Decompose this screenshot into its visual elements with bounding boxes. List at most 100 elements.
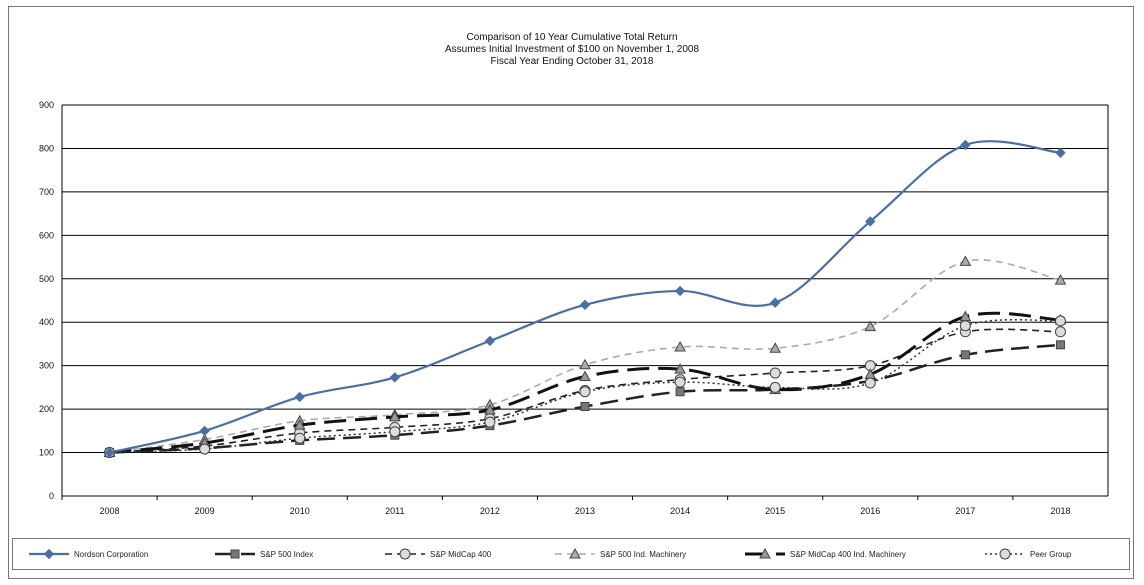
series-1 [105,340,1065,458]
data-point [484,416,496,428]
legend-label: S&P MidCap 400 Ind. Machinery [790,549,906,559]
data-point [959,320,971,332]
data-point [769,297,781,308]
series-line [109,140,1061,454]
legend-swatch [745,548,785,559]
data-point [199,425,210,437]
data-point [104,447,115,458]
data-point [1055,147,1066,158]
data-point [864,320,877,332]
x-tick-label: 2011 [385,506,404,516]
legend-swatch [29,548,69,560]
series-line [109,311,1061,455]
data-point [674,340,686,352]
legend-swatch [215,549,255,559]
series-4 [103,310,1067,458]
legend-item: S&P 500 Ind. Machinery [553,539,686,569]
x-tick-label: 2014 [670,506,690,516]
y-tick-label: 700 [39,187,54,197]
data-point [580,402,590,412]
data-point [769,367,781,379]
data-point [674,363,686,374]
y-tick-label: 500 [39,274,54,284]
data-point [579,386,591,398]
series-3 [103,255,1067,458]
data-point [960,139,971,151]
legend-item: Nordson Corporation [27,539,148,569]
data-point [389,372,401,383]
line-chart: 0 100 200 300 400 500 600 700 800 900 2008 2009 2010… [39,100,1109,516]
x-tick-label: 2018 [1050,506,1070,516]
data-point [674,376,686,388]
data-point [484,403,496,415]
legend-swatch-marker [230,549,240,559]
legend-swatch [985,548,1025,560]
series-5 [104,315,1066,459]
y-tick-label: 200 [39,404,54,414]
data-point [579,299,591,311]
data-point [675,387,685,397]
data-point [389,426,401,438]
legend-swatch-marker [569,548,581,559]
x-tick-label: 2015 [765,506,785,516]
x-tick-label: 2012 [480,506,500,516]
legend-swatch-marker [759,548,771,559]
data-point [959,255,972,266]
legend-item: Peer Group [983,539,1071,569]
legend-label: S&P 500 Index [260,549,314,559]
chart-frame [8,6,1134,579]
data-point [484,335,496,347]
series-lines [103,139,1067,459]
data-point [579,358,591,370]
legend-swatch-marker [399,548,411,560]
data-point [769,342,782,353]
data-point [294,432,306,444]
axes: 0 100 200 300 400 500 600 700 800 900 2008 2009 2010… [39,100,1109,516]
x-tick-label: 2009 [195,506,215,516]
data-point [293,419,306,430]
data-point [864,377,876,389]
data-point [960,350,970,360]
data-point [388,410,401,422]
data-point [579,370,591,382]
legend-swatch [555,548,595,559]
chart-subtitle-2: Fiscal Year Ending October 31, 2018 [490,56,654,67]
y-tick-label: 900 [39,100,54,110]
legend-label: Peer Group [1030,549,1072,559]
data-point [1054,315,1066,327]
y-tick-label: 400 [39,317,54,327]
data-point [674,285,686,297]
series-0 [104,139,1066,458]
y-tick-label: 0 [49,491,54,501]
y-tick-label: 600 [39,230,54,240]
x-tick-label: 2010 [290,506,310,516]
x-tick-label: 2016 [860,506,880,516]
chart-subtitle: Assumes Initial Investment of $100 on No… [444,44,700,55]
x-tick-label: 2008 [100,506,120,516]
y-tick-label: 100 [39,448,54,458]
legend-item: S&P MidCap 400 [383,539,491,569]
data-point [865,216,876,227]
legend-label: Nordson Corporation [74,549,149,559]
y-tick-label: 300 [39,361,54,371]
chart-title: Comparison of 10 Year Cumulative Total R… [466,32,678,43]
x-tick-label: 2017 [955,506,975,516]
data-point [1054,274,1067,285]
legend-label: S&P 500 Ind. Machinery [600,549,687,559]
data-point [1055,340,1065,350]
chart-title-block: Comparison of 10 Year Cumulative Total R… [0,32,1144,68]
data-point [1054,326,1066,338]
legend-item: S&P MidCap 400 Ind. Machinery [743,539,906,569]
data-point [769,381,781,393]
x-tick-label: 2013 [575,506,595,516]
data-point [199,443,211,455]
data-point [294,391,305,403]
legend-item: S&P 500 Index [213,539,313,569]
legend: Nordson Corporation S&P 500 Index S&P MidC… [12,538,1130,570]
legend-swatch [385,548,425,560]
legend-swatch-marker [999,548,1011,560]
legend-label: S&P MidCap 400 [430,549,492,559]
legend-swatch-marker [43,548,55,560]
series-line [109,259,1061,454]
y-tick-label: 800 [39,143,54,153]
